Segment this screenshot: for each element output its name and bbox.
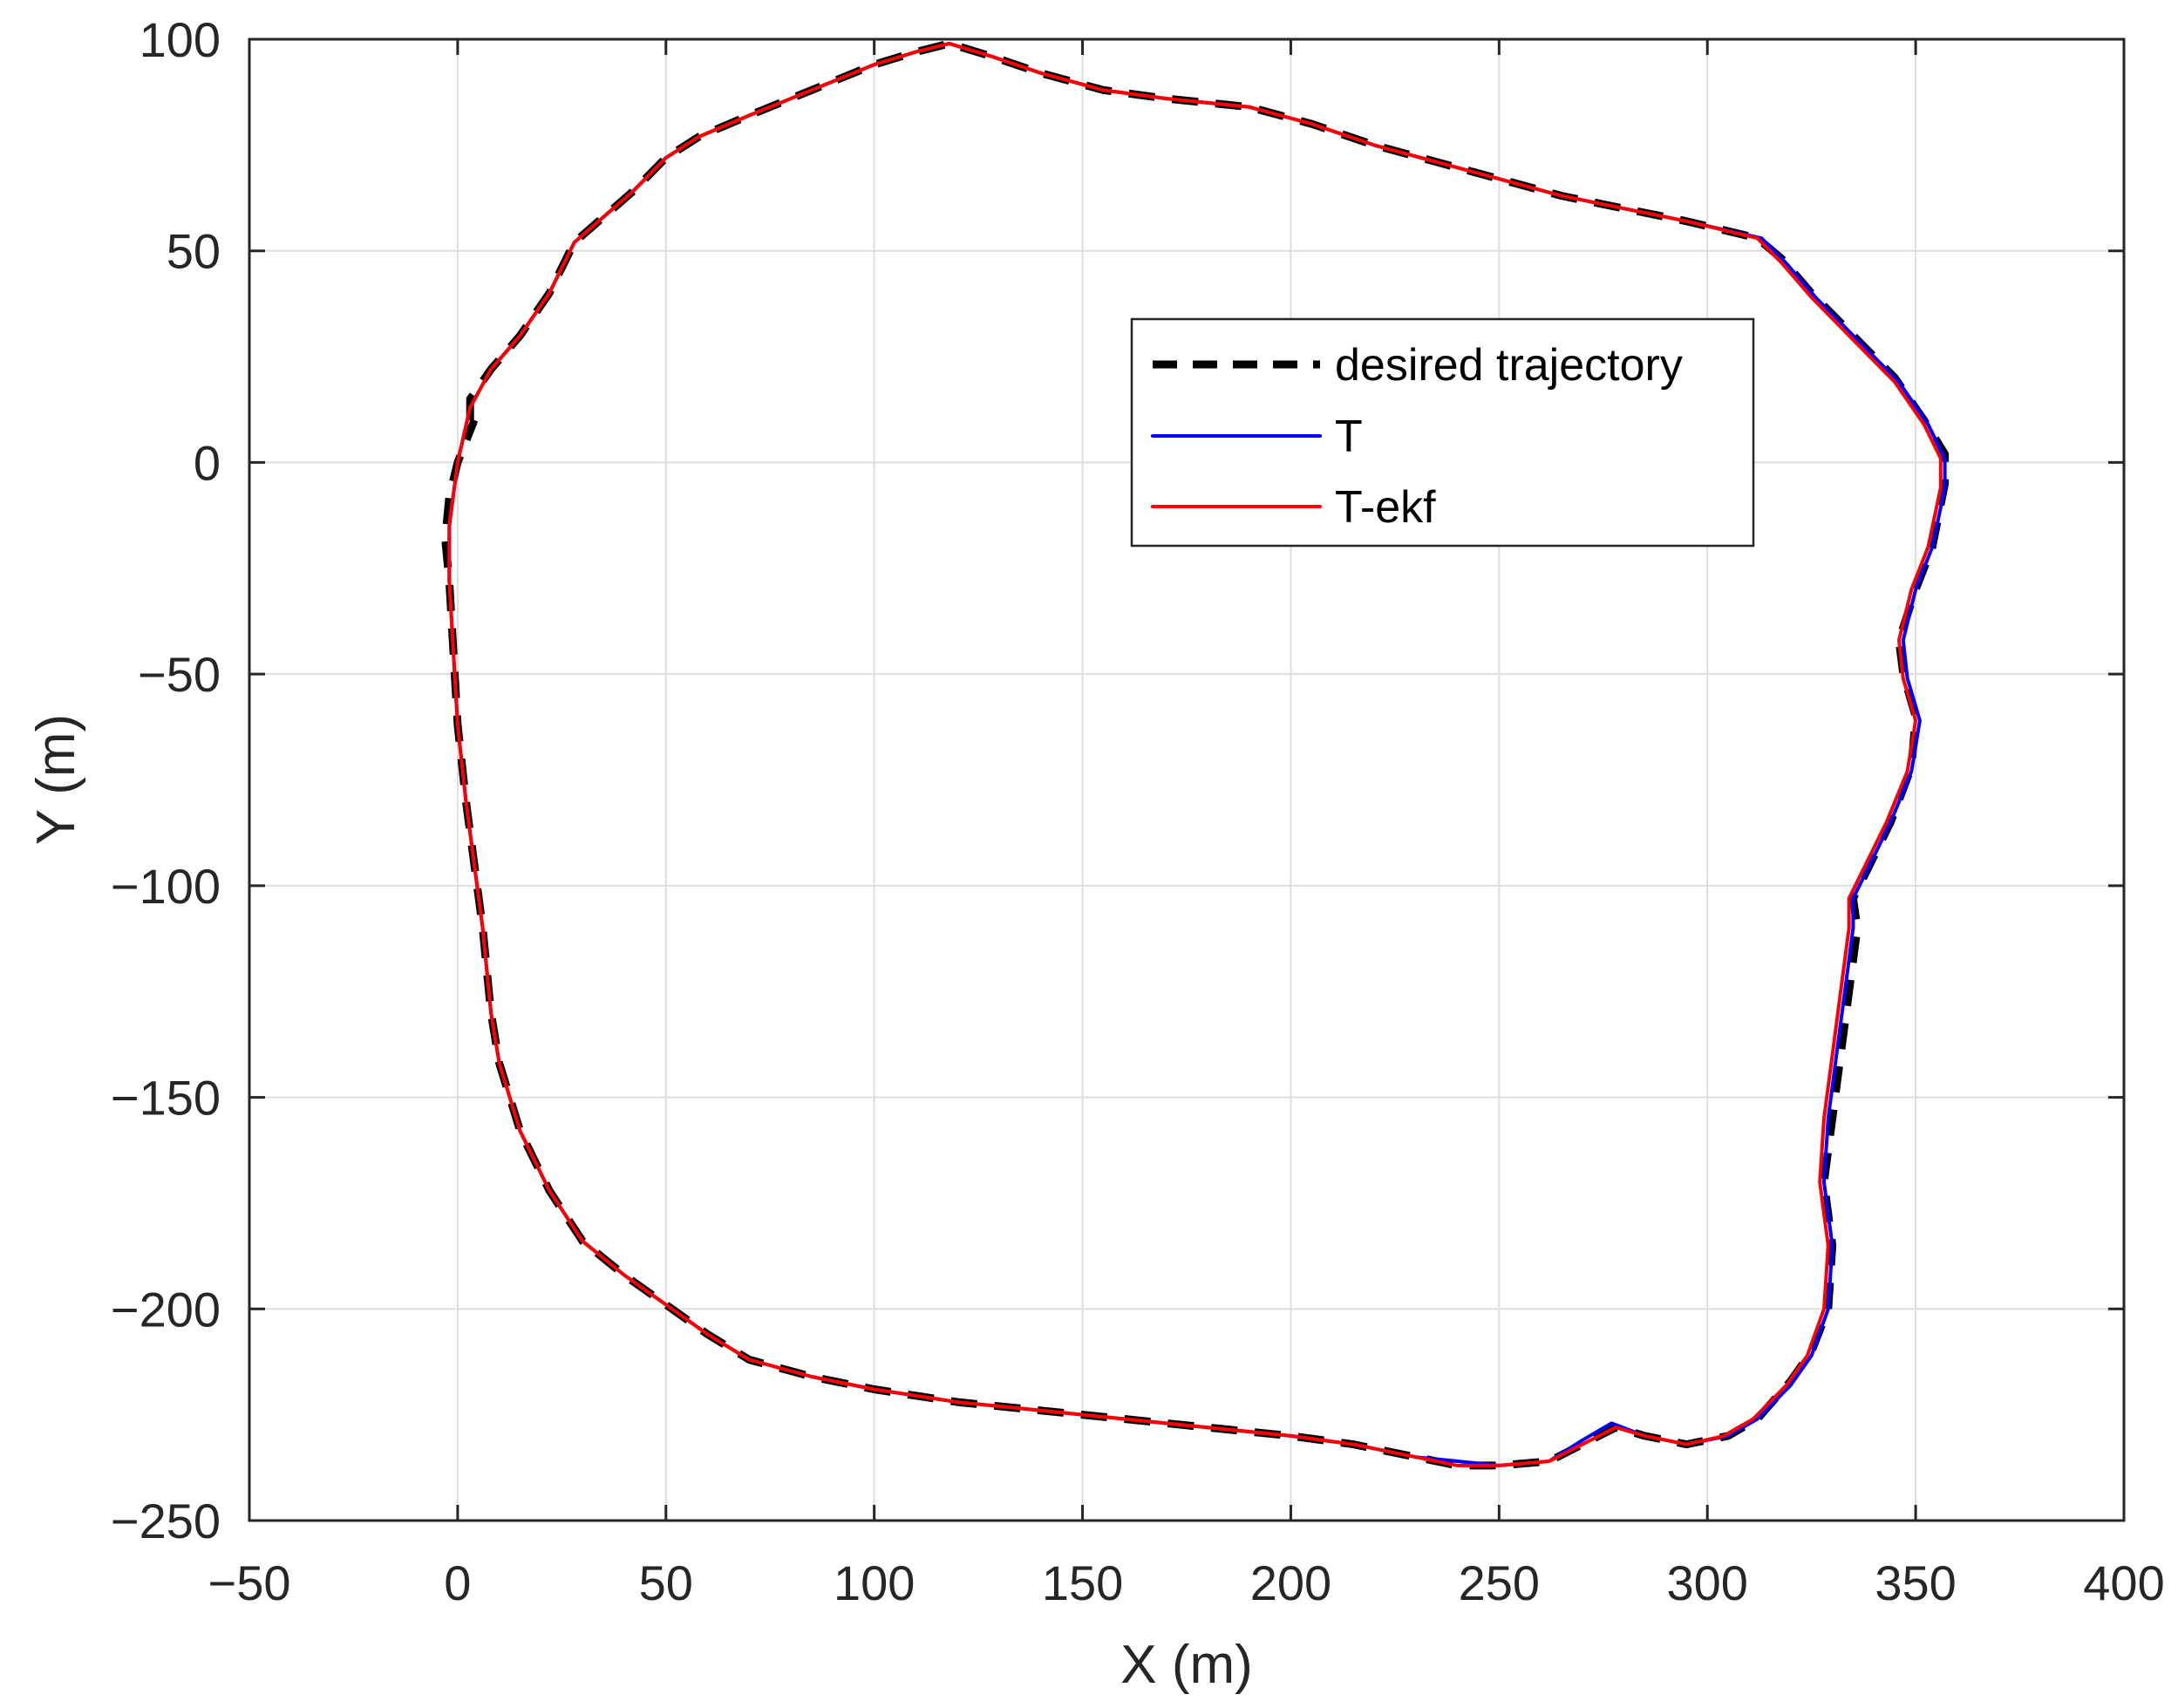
y-tick-label: −150	[111, 1071, 221, 1126]
legend-label-desired-trajectory: desired trajectory	[1335, 340, 1683, 391]
y-tick-label: 100	[140, 12, 221, 67]
series-line-t-ekf	[447, 41, 1943, 1467]
x-tick-label: 0	[444, 1555, 471, 1610]
y-tick-label: 0	[194, 435, 221, 490]
y-axis-title: Y (m)	[26, 714, 86, 845]
y-tick-labels: −250 −200 −150 −100 −50 0 50 100	[111, 12, 221, 1548]
x-tick-label: −50	[208, 1555, 291, 1610]
x-tick-label: 150	[1042, 1555, 1123, 1610]
axis-ticks	[248, 37, 2126, 1522]
x-tick-label: 100	[834, 1555, 915, 1610]
x-tick-label: 50	[639, 1555, 693, 1610]
legend-label-t: T	[1335, 412, 1363, 462]
y-tick-label: −200	[111, 1282, 221, 1337]
plot-frame	[248, 37, 2126, 1522]
plot-background	[249, 39, 2124, 1521]
x-tick-label: 400	[2083, 1555, 2164, 1610]
x-tick-labels: −50 0 50 100 150 200 250 300 350 400	[208, 1555, 2165, 1610]
legend: desired trajectory T T-ekf	[1130, 317, 1755, 548]
x-tick-label: 300	[1667, 1555, 1748, 1610]
x-tick-label: 350	[1875, 1555, 1956, 1610]
y-tick-label: −50	[138, 647, 221, 702]
series-layer	[441, 39, 1950, 1470]
y-tick-label: −250	[111, 1494, 221, 1548]
y-tick-label: 50	[167, 224, 221, 279]
x-tick-label: 200	[1250, 1555, 1331, 1610]
y-tick-label: −100	[111, 859, 221, 914]
x-axis-title: X (m)	[1120, 1635, 1253, 1695]
legend-label-t-ekf: T-ekf	[1335, 482, 1436, 533]
x-tick-label: 250	[1459, 1555, 1540, 1610]
